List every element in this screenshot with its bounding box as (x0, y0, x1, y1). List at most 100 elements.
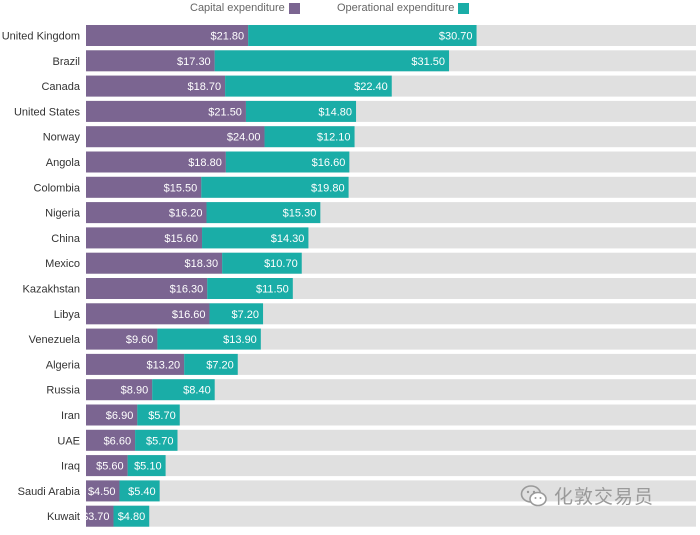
category-label: Kazakhstan (23, 284, 80, 296)
opex-bar-kuwait (113, 505, 150, 527)
capex-bar-kuwait (86, 505, 114, 527)
capex-bar-uae (86, 429, 136, 451)
bar-track-uae (86, 429, 696, 451)
opex-data-label: $13.90 (223, 334, 257, 346)
opex-bar-libya (209, 303, 264, 325)
opex-bar-algeria (184, 353, 238, 375)
opex-bar-uae (135, 429, 178, 451)
capex-data-label: $17.30 (177, 56, 211, 68)
opex-bar-venezuela (157, 328, 261, 350)
category-label: Colombia (34, 182, 81, 194)
capex-data-label: $18.80 (188, 157, 222, 169)
capex-bar-venezuela (86, 328, 158, 350)
bar-track-russia (86, 379, 696, 401)
opex-data-label: $31.50 (411, 56, 445, 68)
capex-data-label: $18.30 (184, 258, 218, 270)
category-label: Kuwait (47, 511, 80, 523)
capex-data-label: $9.60 (126, 334, 154, 346)
opex-bar-nigeria (206, 202, 321, 224)
capex-bar-canada (86, 75, 226, 97)
capex-data-label: $21.80 (211, 31, 245, 43)
capex-data-label: $4.50 (88, 486, 116, 498)
category-label: Iran (61, 410, 80, 422)
bar-track-iraq (86, 455, 696, 477)
category-label: UAE (57, 435, 80, 447)
capex-bar-kazakhstan (86, 278, 208, 299)
capex-bar-saudi-arabia (86, 480, 120, 502)
capex-data-label: $6.90 (106, 410, 134, 422)
capex-data-label: $8.90 (121, 385, 149, 397)
wechat-icon (520, 484, 547, 506)
opex-bar-united-kingdom (248, 25, 477, 46)
watermark-text: 化敦交易员 (554, 487, 655, 508)
opex-data-label: $11.50 (256, 284, 289, 296)
opex-bar-iran (137, 404, 180, 426)
opex-data-label: $14.80 (318, 106, 352, 118)
capex-data-label: $6.60 (104, 435, 132, 447)
chart-legend: Capital expenditure Operational expendit… (0, 2, 700, 18)
capex-bar-norway (86, 126, 265, 148)
category-label: Russia (46, 385, 81, 397)
category-label: Venezuela (29, 334, 81, 346)
capex-bar-united-states (86, 100, 246, 122)
opex-bar-united-states (245, 100, 357, 122)
capex-data-label: $15.50 (164, 182, 198, 194)
legend-label-opex: Operational expenditure (337, 2, 455, 14)
capex-data-label: $16.20 (169, 208, 203, 220)
opex-data-label: $5.40 (128, 486, 156, 498)
capex-bar-angola (86, 151, 226, 173)
opex-data-label: $4.80 (118, 511, 146, 523)
opex-bar-china (202, 227, 309, 249)
capex-data-label: $3.70 (82, 511, 110, 523)
opex-data-label: $22.40 (354, 81, 388, 93)
capex-bar-iran (86, 404, 138, 426)
legend-item-capex: Capital expenditure (190, 2, 300, 14)
bar-track-iran (86, 404, 696, 426)
opex-bar-brazil (214, 50, 450, 72)
capex-data-label: $21.50 (208, 106, 242, 118)
capex-bar-iraq (86, 455, 128, 477)
legend-swatch-opex (458, 2, 470, 14)
capex-data-label: $16.60 (172, 309, 206, 321)
category-label: Norway (43, 132, 81, 144)
opex-data-label: $5.70 (146, 435, 174, 447)
capex-data-label: $15.60 (164, 233, 198, 245)
category-label: United States (14, 106, 81, 118)
opex-bar-saudi-arabia (119, 480, 160, 502)
opex-data-label: $10.70 (264, 258, 298, 270)
category-label: Saudi Arabia (18, 486, 81, 498)
opex-bar-mexico (222, 252, 302, 274)
capex-bar-nigeria (86, 202, 207, 224)
capex-bar-colombia (86, 176, 202, 198)
category-label: China (51, 233, 81, 245)
opex-data-label: $19.80 (311, 182, 345, 194)
opex-bar-colombia (201, 176, 349, 198)
opex-data-label: $16.60 (312, 157, 346, 169)
opex-data-label: $7.20 (206, 359, 234, 371)
opex-bar-angola (225, 151, 350, 173)
category-label: Iraq (61, 461, 80, 473)
capex-bar-united-kingdom (86, 25, 249, 46)
opex-data-label: $12.10 (317, 132, 351, 144)
capex-bar-algeria (86, 353, 185, 375)
capex-data-label: $18.70 (187, 81, 221, 93)
category-label: Angola (46, 157, 81, 169)
category-label: Brazil (52, 56, 80, 68)
capex-bar-brazil (86, 50, 215, 72)
bar-track-algeria (86, 353, 696, 375)
opex-data-label: $5.70 (148, 410, 176, 422)
opex-data-label: $5.10 (134, 461, 162, 473)
category-label: Algeria (46, 359, 81, 371)
capex-bar-libya (86, 303, 210, 325)
legend-label-capex: Capital expenditure (190, 2, 285, 14)
category-label: Canada (41, 81, 80, 93)
opex-bar-canada (225, 75, 392, 97)
bar-track-kuwait (86, 505, 696, 527)
legend-item-opex: Operational expenditure (337, 2, 470, 14)
opex-data-label: $14.30 (271, 233, 305, 245)
capex-data-label: $16.30 (170, 284, 204, 296)
opex-data-label: $15.30 (283, 208, 317, 220)
capex-bar-china (86, 227, 203, 249)
opex-data-label: $8.40 (183, 385, 211, 397)
